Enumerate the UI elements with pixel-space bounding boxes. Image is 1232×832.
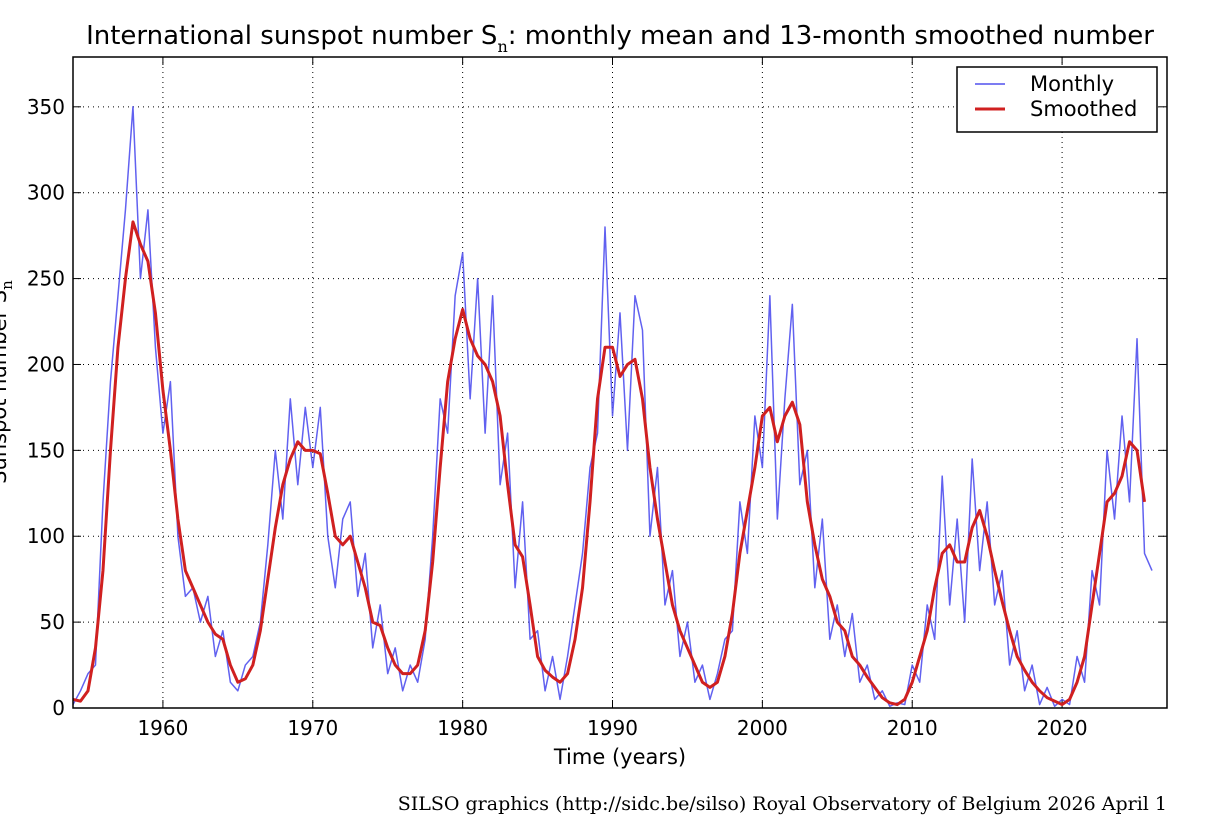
y-tick-label: 350 — [27, 95, 65, 119]
ylabel-main: Sunspot number S — [0, 290, 11, 484]
legend-box — [956, 66, 1158, 133]
x-axis-label: Time (years) — [553, 745, 686, 769]
title-main: International sunspot number S — [86, 21, 497, 51]
x-tick-label: 1960 — [137, 716, 188, 740]
x-tick-label: 2020 — [1037, 716, 1088, 740]
x-tick-label: 1990 — [587, 716, 638, 740]
series-line — [72, 220, 1147, 707]
y-tick-label: 50 — [40, 610, 65, 634]
x-tick-label: 2000 — [737, 716, 788, 740]
chart-title: International sunspot number Sn: monthly… — [86, 21, 1154, 56]
y-tick-label: 0 — [52, 696, 65, 720]
y-tick-label: 100 — [27, 524, 65, 548]
ylabel-sub: n — [0, 280, 16, 290]
x-tick-label: 2010 — [887, 716, 938, 740]
title-rest: : monthly mean and 13-month smoothed num… — [508, 21, 1154, 51]
plot-frame — [72, 56, 1168, 709]
series-line — [72, 106, 1153, 708]
footer: SILSO graphics (http://sidc.be/silso) Ro… — [398, 793, 1167, 815]
y-tick-label: 150 — [27, 438, 65, 462]
y-tick-label: 200 — [27, 352, 65, 376]
legend-label: Smoothed — [1030, 97, 1137, 121]
y-axis-label: Sunspot number Sn — [0, 280, 16, 484]
x-tick-label: 1970 — [287, 716, 338, 740]
y-tick-label: 250 — [27, 267, 65, 291]
legend-label: Monthly — [1030, 72, 1114, 96]
y-tick-label: 300 — [27, 181, 65, 205]
title-sub: n — [497, 37, 507, 56]
x-tick-label: 1980 — [437, 716, 488, 740]
